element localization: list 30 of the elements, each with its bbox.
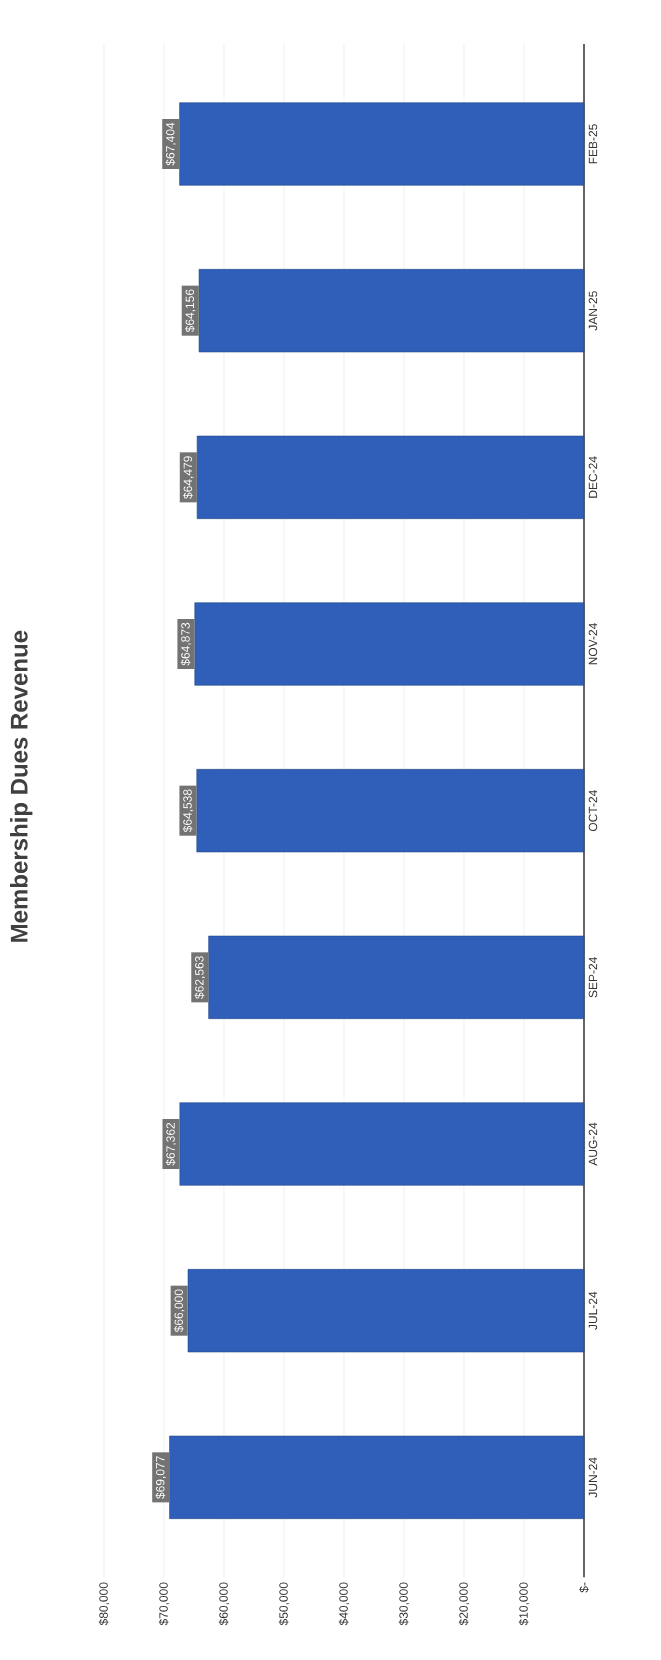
x-tick-label: $10,000 bbox=[518, 1582, 530, 1626]
x-tick-label: $50,000 bbox=[278, 1582, 290, 1626]
x-tick-label: $20,000 bbox=[458, 1582, 470, 1626]
x-tick-label: $60,000 bbox=[218, 1582, 230, 1626]
text: Membership Dues Revenue bbox=[10, 630, 33, 942]
y-tick-label: SEP-24 bbox=[588, 957, 598, 998]
y-tick-label: JUL-24 bbox=[588, 1291, 598, 1330]
data-label: $69,077 bbox=[155, 1456, 166, 1499]
y-tick-label: DEC-24 bbox=[588, 456, 598, 498]
y-tick-label: AUG-24 bbox=[588, 1122, 598, 1166]
y-tick-label: JAN-25 bbox=[588, 291, 598, 331]
x-tick-label: $70,000 bbox=[158, 1582, 170, 1626]
y-tick-label: NOV-24 bbox=[588, 623, 598, 665]
data-label: $64,873 bbox=[180, 622, 192, 666]
bar bbox=[179, 1102, 585, 1186]
data-label: $64,479 bbox=[183, 456, 194, 499]
x-tick-label: $40,000 bbox=[338, 1582, 350, 1626]
y-tick-label: JUN-24 bbox=[588, 1457, 598, 1498]
bar bbox=[194, 602, 585, 686]
y-tick-label: OCT-24 bbox=[588, 790, 598, 832]
y-tick-label: FEB-25 bbox=[588, 124, 598, 164]
data-label: $64,156 bbox=[185, 289, 196, 333]
data-label: $67,362 bbox=[165, 1122, 177, 1166]
x-tick-label: $- bbox=[579, 1582, 589, 1593]
x-tick-label: $30,000 bbox=[398, 1582, 410, 1626]
x-tick-label: $80,000 bbox=[98, 1582, 110, 1626]
data-label: $64,538 bbox=[182, 789, 194, 833]
data-label: $66,000 bbox=[173, 1289, 185, 1333]
data-label: $67,404 bbox=[165, 122, 176, 166]
data-label: $62,563 bbox=[194, 956, 206, 999]
